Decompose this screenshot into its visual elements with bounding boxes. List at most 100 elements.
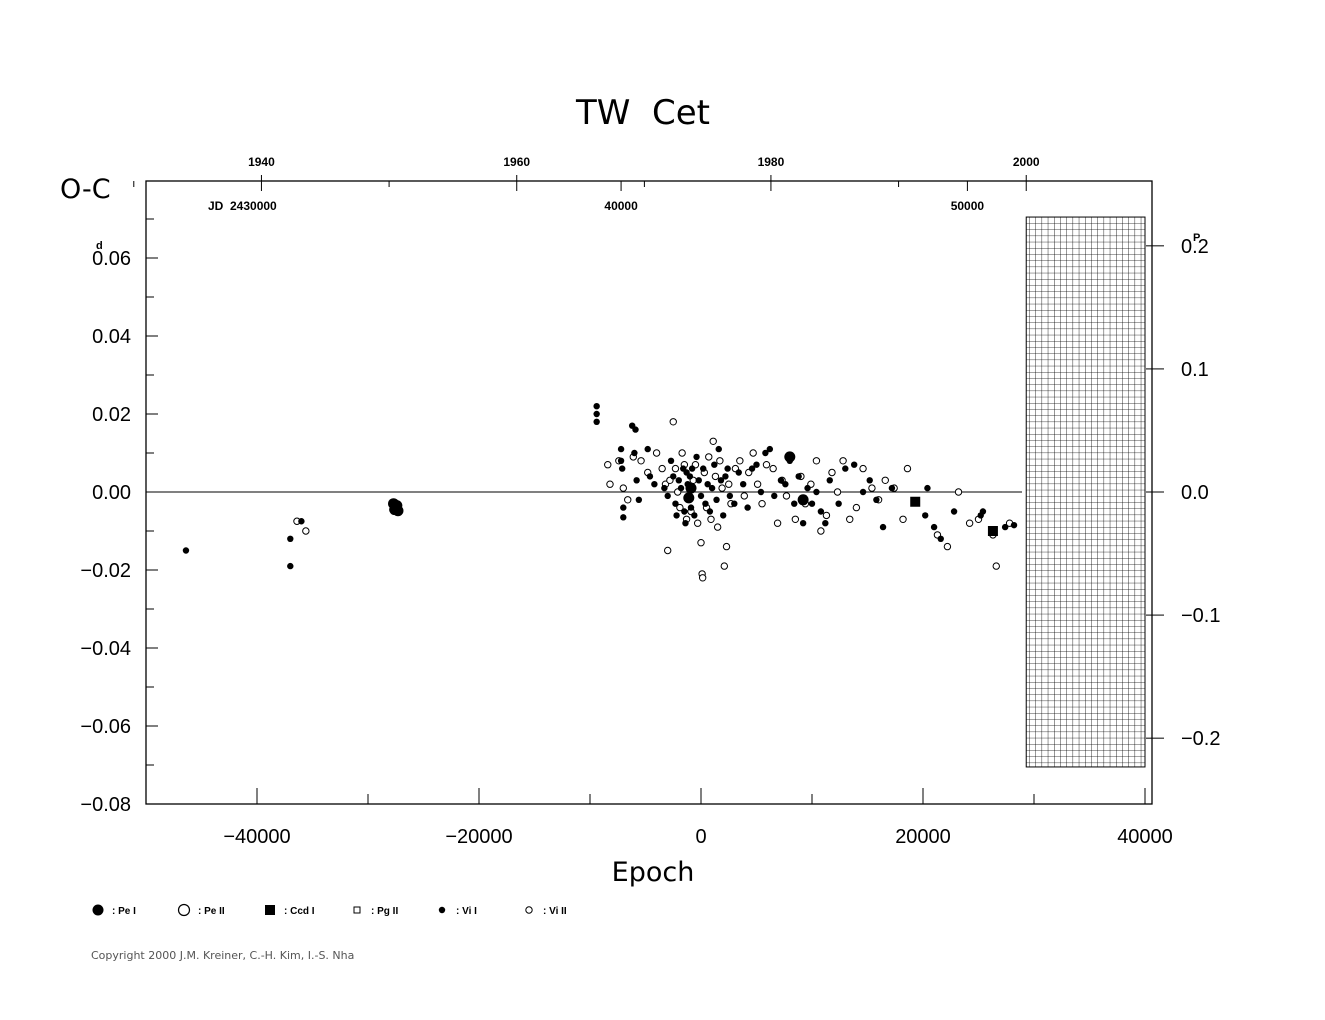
marker-vi-i — [795, 473, 802, 480]
marker-vi-ii — [718, 484, 726, 492]
marker-vi-ii — [698, 574, 707, 582]
marker-vi-i — [298, 518, 305, 525]
marker-vi-ii — [697, 539, 705, 547]
marker-vi-ii — [758, 500, 766, 508]
marker-vi-i — [681, 508, 688, 515]
marker-vi-i — [618, 465, 626, 472]
hatched-region — [1025, 216, 1146, 768]
year-tick-label: 1980 — [758, 155, 785, 169]
marker-vi-ii — [881, 476, 889, 484]
marker-vi-i — [287, 535, 294, 542]
marker-vi-i — [724, 465, 731, 472]
right-tick-label: 0.0 — [1181, 482, 1209, 504]
marker-vi-i — [1010, 521, 1018, 529]
tick-layer: −40000 −20000 0 20000 40000 −0.08 −0.06 −0.04 −0… — [80, 155, 1220, 848]
x-tick-label: 40000 — [1117, 826, 1173, 848]
marker-vi-ii — [762, 461, 771, 469]
marker-vi-i — [693, 453, 700, 461]
marker-vi-i — [702, 500, 709, 507]
marker-vi-i — [667, 457, 675, 464]
marker-vi-i — [593, 410, 600, 418]
marker-vi-ii — [943, 542, 952, 551]
jd-label: JD 2430000 — [208, 199, 277, 213]
marker-vi-ii — [705, 453, 713, 461]
x-tick-label: 0 — [695, 826, 706, 848]
marker-vi-ii — [604, 461, 612, 469]
right-tick-label: 0.2 — [1181, 236, 1209, 258]
marker-vi-i — [182, 547, 190, 554]
marker-vi-ii — [652, 449, 661, 457]
marker-pe-i — [784, 451, 796, 463]
marker-vi-i — [791, 500, 798, 507]
year-tick-label: 1940 — [248, 155, 275, 169]
marker-vi-ii — [658, 464, 666, 473]
marker-vi-i — [866, 477, 873, 484]
marker-vi-ii — [740, 492, 748, 500]
marker-vi-ii — [678, 449, 686, 457]
marker-vi-i — [633, 477, 640, 484]
marker-vi-ii — [903, 464, 912, 473]
marker-vi-i — [677, 484, 685, 492]
marker-vi-ii — [852, 503, 861, 512]
marker-vi-ii — [769, 464, 777, 473]
marker-vi-ii — [773, 519, 782, 527]
x-tick-label: 20000 — [895, 826, 951, 848]
legend-marker-vi-i — [438, 906, 446, 914]
marker-vi-i — [744, 504, 751, 511]
legend-marker-pg-ii — [353, 906, 361, 914]
marker-vi-i — [777, 477, 785, 484]
legend-marker-ccd-i — [265, 905, 275, 915]
marker-vi-i — [813, 488, 820, 496]
marker-vi-i — [661, 484, 668, 492]
marker-vi-ii — [722, 542, 731, 551]
marker-vi-i — [620, 514, 627, 521]
marker-vi-i — [771, 492, 778, 500]
legend: : Pe I: Pe II: Ccd I: Pg II: Vi I: Vi II — [92, 903, 567, 917]
marker-vi-ii — [749, 449, 757, 457]
marker-vi-i — [631, 449, 638, 457]
marker-vi-i — [672, 500, 679, 507]
marker-vi-i — [651, 481, 658, 488]
marker-vi-i — [704, 481, 711, 488]
marker-layer — [182, 403, 1018, 582]
marker-vi-i — [873, 496, 880, 503]
marker-vi-i — [782, 481, 789, 488]
y-tick-label: −0.02 — [80, 560, 131, 582]
marker-vi-ii — [693, 519, 702, 527]
marker-vi-ii — [791, 515, 800, 523]
legend-label-ccd-i: : Ccd I — [284, 906, 315, 917]
marker-vi-i — [850, 461, 858, 468]
marker-vi-ii — [859, 464, 867, 473]
marker-vi-ii — [671, 464, 680, 473]
y-tick-label: 0.00 — [92, 482, 131, 504]
right-tick-label: −0.1 — [1181, 605, 1220, 627]
marker-vi-i — [808, 500, 816, 507]
marker-ccd-i — [910, 496, 921, 507]
marker-vi-i — [686, 473, 694, 480]
marker-vi-ii — [711, 472, 720, 481]
marker-vi-i — [715, 445, 722, 453]
marker-vi-ii — [812, 457, 821, 465]
x-axis-label: Epoch — [612, 857, 695, 888]
marker-vi-ii — [716, 457, 724, 465]
marker-vi-ii — [965, 519, 974, 527]
marker-vi-ii — [817, 527, 825, 535]
marker-vi-ii — [782, 492, 791, 500]
marker-vi-i — [675, 477, 682, 484]
marker-vi-i — [687, 504, 695, 511]
right-tick-label: −0.2 — [1181, 728, 1220, 750]
y-tick-label: 0.04 — [92, 326, 131, 348]
jd-tick-label: 50000 — [951, 199, 985, 213]
marker-vi-i — [930, 523, 938, 531]
copyright-text: Copyright 2000 J.M. Kreiner, C.-H. Kim, … — [91, 949, 355, 962]
marker-vi-ii — [669, 418, 677, 426]
y-tick-label: −0.06 — [80, 716, 131, 738]
legend-label-pe-i: : Pe I — [112, 906, 136, 917]
y-tick-label: −0.04 — [80, 638, 131, 660]
marker-vi-i — [879, 523, 887, 531]
marker-vi-i — [731, 500, 738, 507]
marker-vi-i — [1001, 523, 1009, 531]
marker-vi-ii — [736, 457, 744, 465]
y-tick-label: 0.02 — [92, 404, 131, 426]
